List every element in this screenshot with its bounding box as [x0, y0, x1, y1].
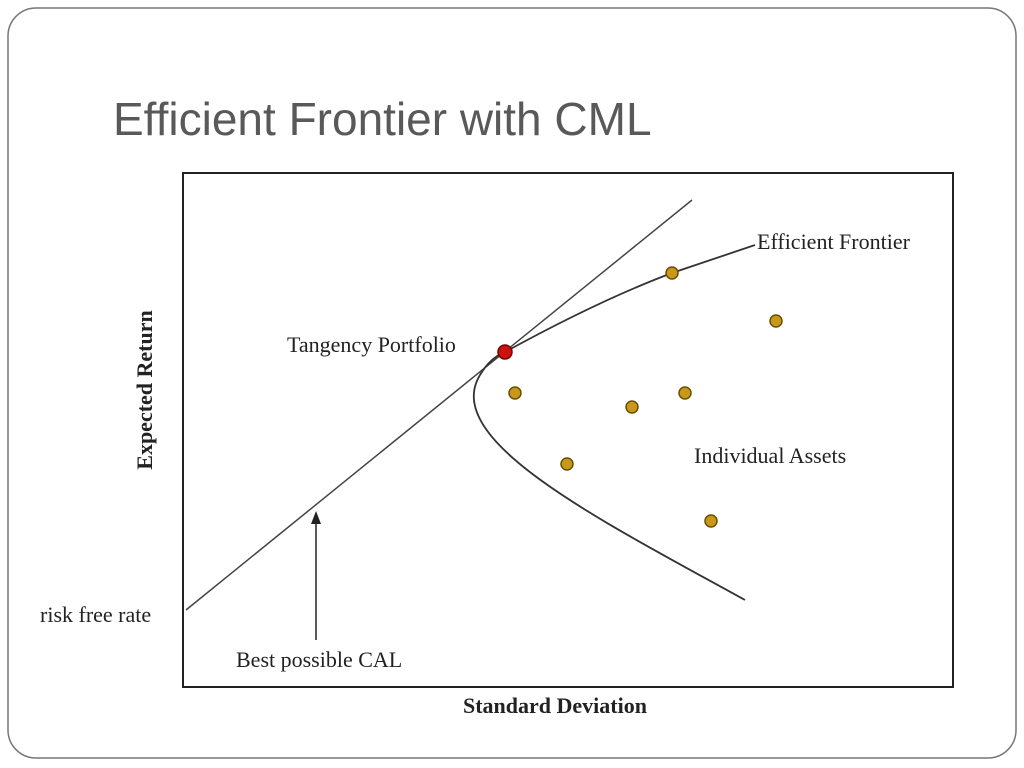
- assets-label: Individual Assets: [694, 443, 846, 468]
- asset-dot: [678, 386, 692, 400]
- frontier-label: Efficient Frontier: [757, 229, 911, 254]
- frontier-curve: [472, 244, 756, 601]
- slide-title: Efficient Frontier with CML: [113, 93, 652, 145]
- diagram-frame: [182, 172, 954, 688]
- arrow-head: [311, 511, 321, 524]
- asset-dot: [625, 400, 639, 414]
- asset-dot: [769, 314, 783, 328]
- asset-dot: [665, 266, 679, 280]
- asset-dot: [508, 386, 522, 400]
- risk-free-label: risk free rate: [40, 602, 151, 627]
- tangency-label: Tangency Portfolio: [287, 332, 456, 357]
- cal-label: Best possible CAL: [236, 647, 402, 672]
- asset-dot: [704, 514, 718, 528]
- cml-line: [185, 199, 693, 611]
- y-axis-label: Expected Return: [132, 310, 157, 469]
- assets: [508, 266, 783, 528]
- asset-dot: [560, 457, 574, 471]
- tangency-dot: [497, 344, 513, 360]
- x-axis-label: Standard Deviation: [463, 693, 647, 718]
